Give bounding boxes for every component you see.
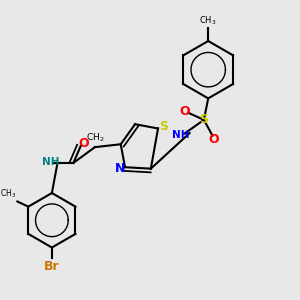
- Text: CH$_3$: CH$_3$: [200, 14, 217, 27]
- Text: O: O: [208, 133, 219, 146]
- Text: Br: Br: [44, 260, 60, 273]
- Text: NH: NH: [172, 130, 190, 140]
- Text: S: S: [159, 120, 168, 133]
- Text: CH$_2$: CH$_2$: [85, 131, 104, 144]
- Text: NH: NH: [42, 157, 59, 167]
- Text: S: S: [200, 113, 208, 126]
- Text: O: O: [179, 105, 190, 118]
- Text: CH$_3$: CH$_3$: [0, 188, 16, 200]
- Text: N: N: [115, 162, 125, 175]
- Text: O: O: [79, 137, 89, 150]
